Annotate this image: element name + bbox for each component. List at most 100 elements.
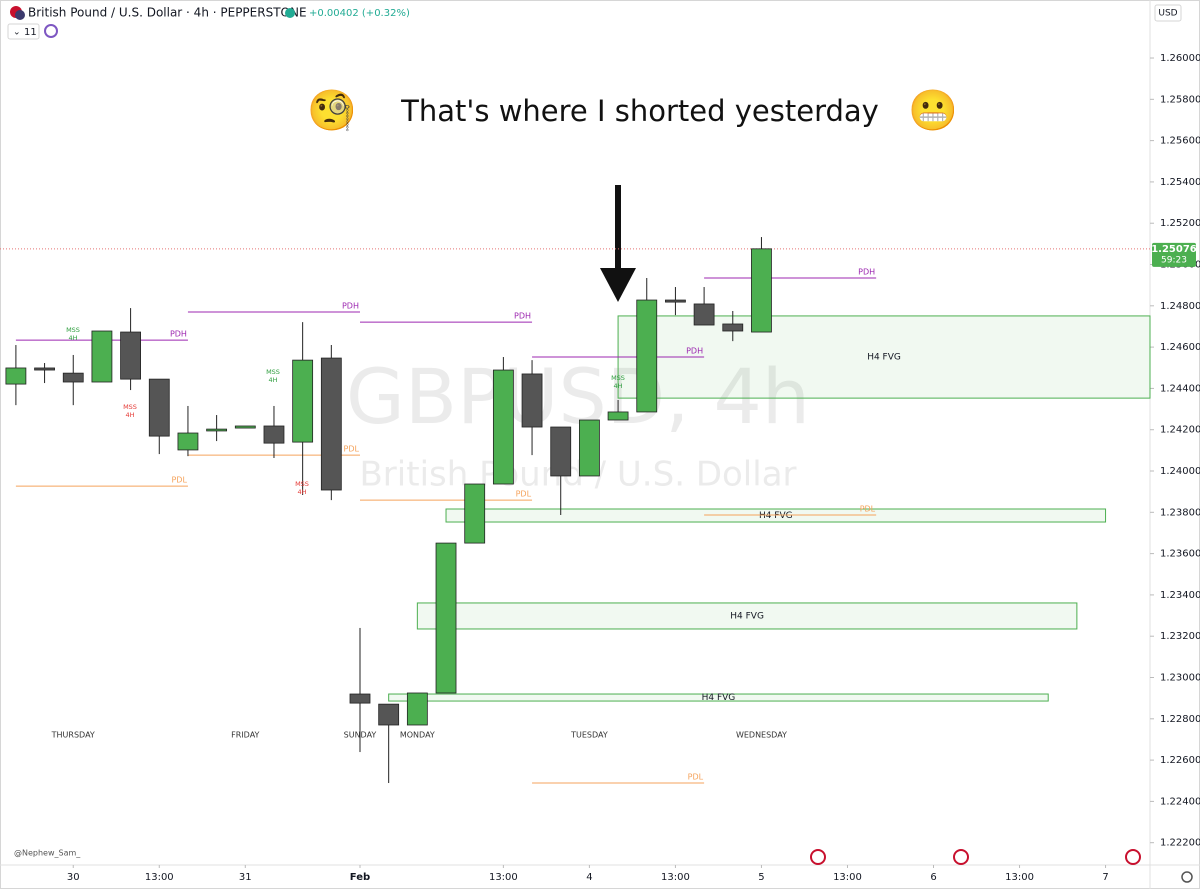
x-tick-label: 31 [239,872,252,883]
last-price-label: 1.25076 [1151,244,1197,255]
mss-label: MSS [66,326,80,334]
candle-body [206,428,228,432]
fvg-label: H4 FVG [759,511,793,521]
mss-label: MSS [266,368,280,376]
x-tick-label: 4 [586,872,592,883]
sync-icon[interactable] [44,24,58,38]
mss-label: MSS [611,374,625,382]
event-flag[interactable] [810,849,826,865]
y-tick-label: 1.22200 [1160,838,1200,849]
y-tick-label: 1.22800 [1160,714,1200,725]
x-tick-label: 13:00 [833,872,862,883]
level-label: PDL [516,490,532,499]
change: +0.00402 (+0.32%) [309,8,410,19]
level-label: PDH [514,312,531,321]
candle-body [636,299,658,413]
fvg-label: H4 FVG [867,353,901,363]
candle-body [693,303,715,326]
level-label: PDH [686,347,703,356]
y-tick-label: 1.23000 [1160,673,1200,684]
currency: USD [1158,9,1177,19]
day-label: FRIDAY [231,731,259,740]
candle-body [62,372,84,383]
fvg-zone [445,508,1107,523]
event-flag[interactable] [953,849,969,865]
fvg-zone [416,602,1078,630]
y-tick-label: 1.22400 [1160,796,1200,807]
day-label: TUESDAY [570,731,608,740]
candle-body [91,330,113,383]
x-tick-label: Feb [350,872,370,883]
watermark-sub: British Pound / U.S. Dollar [359,455,796,495]
x-tick-label: 5 [758,872,764,883]
y-tick-label: 1.26000 [1160,53,1200,64]
mss-sub-label: 4H [297,488,306,496]
emoji-right: 😬 [908,88,958,134]
headline: That's where I shorted yesterday [400,94,879,128]
level-label: PDH [342,302,359,311]
symbol-icon-2 [15,10,25,20]
candle-body [665,299,686,303]
mss-sub-label: 4H [68,334,77,342]
arrow-shaft [615,185,621,275]
candle-body [550,426,572,477]
fvg-zone [388,693,1049,702]
candle-body [292,359,314,443]
level-label: PDL [171,476,187,485]
emoji-left: 🧐 [307,88,357,134]
level-label: PDL [860,504,876,513]
x-tick-label: 13:00 [661,872,690,883]
indicator-count: 11 [24,27,37,38]
x-tick-label: 13:00 [489,872,518,883]
symbol-title[interactable]: British Pound / U.S. Dollar · 4h · PEPPE… [28,6,307,20]
settings-icon[interactable] [1181,871,1193,883]
fvg-label: H4 FVG [702,693,736,703]
candle-body [464,483,486,544]
y-tick-label: 1.25800 [1160,94,1200,105]
candle-body [722,323,744,332]
x-tick-label: 13:00 [1005,872,1034,883]
level-label: PDH [170,330,187,339]
status-dot [285,8,295,18]
y-tick-label: 1.24800 [1160,301,1200,312]
candle-body [435,542,457,694]
background-layer: GBPUSD, 4h British Pound / U.S. Dollar [346,352,810,495]
header: British Pound / U.S. Dollar · 4h · PEPPE… [7,4,1182,40]
candle-body [751,248,772,333]
indicator-button[interactable] [7,23,40,40]
candle-body [5,367,27,385]
mss-sub-label: 4H [125,411,134,419]
y-tick-label: 1.22600 [1160,755,1200,766]
countdown: 59:23 [1161,255,1187,265]
candle-body [521,373,543,428]
candle-body [263,425,285,444]
plot: 1.22200 1.22400 1.22600 1.22800 1.23000 1.232… [0,53,1200,883]
y-tick-label: 1.24000 [1160,466,1200,477]
x-tick-label: 30 [67,872,80,883]
candle-body [406,692,428,726]
y-tick-label: 1.25400 [1160,177,1200,188]
indicator-arrow: ⌄ [13,28,21,38]
currency-button[interactable] [1154,4,1182,22]
candle-body [607,411,629,421]
day-label: THURSDAY [51,731,95,740]
x-tick-label: 7 [1102,872,1108,883]
event-flag[interactable] [1125,849,1141,865]
arrow-head [600,268,636,302]
y-tick-label: 1.25200 [1160,218,1200,229]
candle-body [378,703,400,726]
y-tick-label: 1.23400 [1160,590,1200,601]
y-tick-label: 1.24200 [1160,425,1200,436]
watermark: GBPUSD, 4h [346,352,810,441]
x-tick-label: 6 [930,872,936,883]
candle-body [349,693,371,704]
candle-body [34,367,55,371]
candle-body [579,419,600,477]
mss-sub-label: 4H [613,382,622,390]
level-label: PDH [858,267,875,276]
y-tick-label: 1.24400 [1160,383,1200,394]
candle-body [234,425,256,429]
level-label: PDL [688,773,704,782]
